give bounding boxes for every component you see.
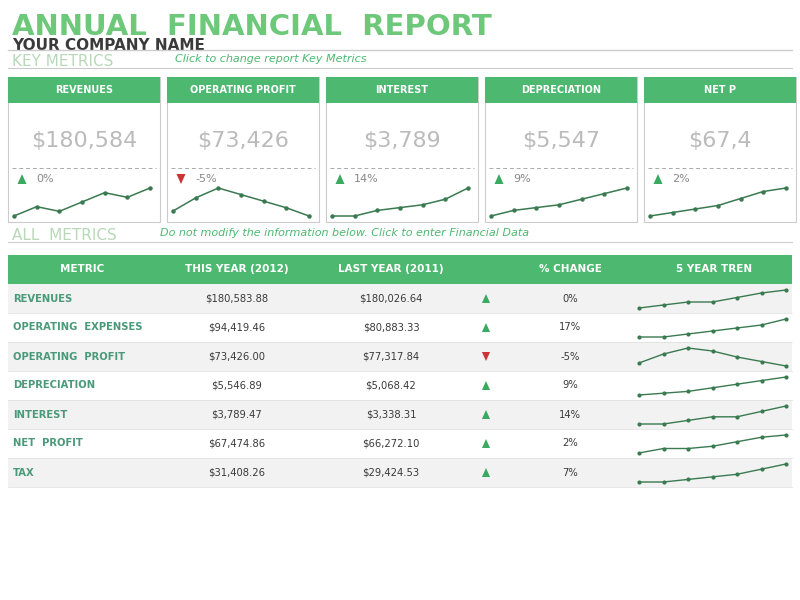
Text: % CHANGE: % CHANGE	[538, 265, 602, 275]
Text: $180,583.88: $180,583.88	[206, 293, 269, 304]
Bar	[485, 77, 637, 103]
Bar	[8, 313, 792, 342]
Bar	[8, 284, 792, 313]
Text: $67,4: $67,4	[688, 131, 752, 151]
Text: Click to change report Key Metrics: Click to change report Key Metrics	[175, 54, 366, 64]
Text: 5 YEAR TREN: 5 YEAR TREN	[676, 265, 752, 275]
Text: 0%: 0%	[562, 293, 578, 304]
Text: OPERATING  EXPENSES: OPERATING EXPENSES	[13, 323, 142, 332]
Text: REVENUES: REVENUES	[13, 293, 72, 304]
Text: INTEREST: INTEREST	[13, 409, 67, 419]
Polygon shape	[482, 381, 490, 390]
Text: 7%: 7%	[562, 467, 578, 478]
Polygon shape	[482, 468, 490, 477]
Bar	[644, 77, 796, 103]
Text: $73,426: $73,426	[197, 131, 289, 151]
Text: $180,584: $180,584	[31, 131, 137, 151]
Text: OPERATING  PROFIT: OPERATING PROFIT	[13, 352, 125, 361]
Text: LAST YEAR (2011): LAST YEAR (2011)	[338, 265, 444, 275]
Text: $67,474.86: $67,474.86	[209, 439, 266, 449]
Text: ANNUAL  FINANCIAL  REPORT: ANNUAL FINANCIAL REPORT	[12, 13, 492, 41]
Polygon shape	[177, 174, 186, 184]
Text: 14%: 14%	[354, 174, 378, 184]
Bar	[8, 458, 792, 487]
Text: DEPRECIATION: DEPRECIATION	[521, 85, 601, 95]
Bar	[8, 400, 792, 429]
Text: 14%: 14%	[559, 409, 581, 419]
Text: $77,317.84: $77,317.84	[362, 352, 419, 361]
Text: NET P: NET P	[704, 85, 736, 95]
Text: $3,789.47: $3,789.47	[212, 409, 262, 419]
Text: $5,068.42: $5,068.42	[366, 380, 416, 391]
Polygon shape	[335, 174, 345, 184]
Text: KEY METRICS: KEY METRICS	[12, 54, 114, 69]
Polygon shape	[482, 410, 490, 419]
Bar	[8, 77, 160, 222]
Text: $66,272.10: $66,272.10	[362, 439, 420, 449]
Text: -5%: -5%	[195, 174, 217, 184]
Text: $80,883.33: $80,883.33	[362, 323, 419, 332]
Bar	[326, 77, 478, 222]
Text: THIS YEAR (2012): THIS YEAR (2012)	[185, 265, 289, 275]
Text: 9%: 9%	[562, 380, 578, 391]
Polygon shape	[494, 174, 503, 184]
Text: $94,419.46: $94,419.46	[209, 323, 266, 332]
Text: 17%: 17%	[559, 323, 581, 332]
Text: $3,338.31: $3,338.31	[366, 409, 416, 419]
Text: $29,424.53: $29,424.53	[362, 467, 419, 478]
Text: $73,426.00: $73,426.00	[209, 352, 266, 361]
Bar	[8, 255, 792, 284]
Text: YOUR COMPANY NAME: YOUR COMPANY NAME	[12, 38, 205, 53]
Bar	[167, 77, 319, 222]
Text: 2%: 2%	[672, 174, 690, 184]
Bar	[326, 77, 478, 103]
Text: $180,026.64: $180,026.64	[359, 293, 422, 304]
Polygon shape	[18, 174, 26, 184]
Text: -5%: -5%	[560, 352, 580, 361]
Bar	[8, 77, 160, 103]
Text: 2%: 2%	[562, 439, 578, 449]
Text: NET  PROFIT: NET PROFIT	[13, 439, 83, 449]
Bar	[485, 77, 637, 222]
Text: METRIC: METRIC	[60, 265, 104, 275]
Text: 0%: 0%	[36, 174, 54, 184]
Text: $5,547: $5,547	[522, 131, 600, 151]
Bar	[167, 77, 319, 103]
Bar	[8, 429, 792, 458]
Polygon shape	[482, 294, 490, 303]
Text: OPERATING PROFIT: OPERATING PROFIT	[190, 85, 296, 95]
Polygon shape	[654, 174, 662, 184]
Text: INTEREST: INTEREST	[375, 85, 429, 95]
Text: 9%: 9%	[513, 174, 530, 184]
Text: DEPRECIATION: DEPRECIATION	[13, 380, 95, 391]
Text: ALL  METRICS: ALL METRICS	[12, 228, 117, 243]
Text: REVENUES: REVENUES	[55, 85, 113, 95]
Polygon shape	[482, 323, 490, 332]
Bar	[8, 371, 792, 400]
Text: $5,546.89: $5,546.89	[211, 380, 262, 391]
Bar	[8, 342, 792, 371]
Polygon shape	[482, 439, 490, 448]
Bar	[644, 77, 796, 222]
Text: TAX: TAX	[13, 467, 34, 478]
Text: $31,408.26: $31,408.26	[209, 467, 266, 478]
Polygon shape	[482, 352, 490, 361]
Text: Do not modify the information below. Click to enter Financial Data: Do not modify the information below. Cli…	[160, 228, 529, 238]
Text: $3,789: $3,789	[363, 131, 441, 151]
